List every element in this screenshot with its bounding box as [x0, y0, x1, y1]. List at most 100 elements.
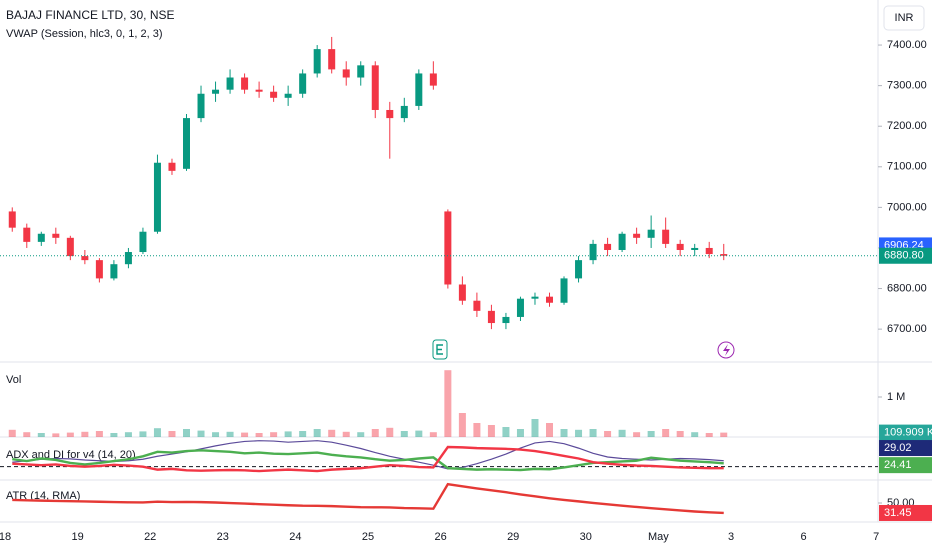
y-tick-label: 7000.00: [887, 201, 927, 213]
indicator-line: [12, 482, 724, 515]
volume-bar: [328, 429, 336, 437]
pane-title: Vol: [6, 374, 21, 386]
price-label: 24.41: [884, 459, 912, 471]
x-tick-label: 22: [144, 531, 156, 543]
y-tick-label: 1 M: [887, 391, 905, 403]
volume-bar: [473, 423, 481, 437]
price-label-box: [879, 440, 932, 457]
price-label: 6880.80: [884, 250, 924, 262]
chart-title: BAJAJ FINANCE LTD, 30, NSE: [6, 8, 175, 22]
volume-bar: [52, 433, 60, 437]
candle-body: [705, 247, 713, 255]
volume-bar: [647, 431, 655, 437]
volume-bar: [531, 419, 539, 437]
candle-body: [241, 77, 249, 90]
candle-body: [487, 310, 495, 324]
candle-body: [604, 243, 612, 250]
indicator-line: [12, 440, 724, 470]
candle-body: [139, 231, 147, 253]
currency-box[interactable]: [883, 5, 925, 31]
volume-bar: [604, 431, 612, 437]
candle-body: [226, 77, 234, 90]
volume-bar: [110, 433, 118, 437]
candle-body: [400, 105, 408, 119]
volume-bar: [226, 431, 234, 437]
price-label: 29.02: [884, 442, 912, 454]
candle-body: [81, 256, 89, 261]
currency[interactable]: INR: [895, 12, 914, 24]
volume-bar: [342, 431, 350, 437]
volume-bar: [502, 427, 510, 437]
volume-bar: [458, 413, 466, 437]
candle-body: [589, 243, 597, 261]
candle-body: [37, 233, 45, 242]
price-label-box: [879, 247, 932, 264]
y-tick-label: 6800.00: [887, 282, 927, 294]
candle-body: [415, 73, 423, 106]
price-label: 109.909 K: [884, 427, 932, 439]
volume-bar: [23, 432, 31, 437]
volume-bar: [516, 429, 524, 437]
volume-bar: [284, 431, 292, 437]
candle-body: [560, 278, 568, 303]
candle-body: [502, 316, 510, 324]
candle-body: [386, 109, 394, 119]
x-tick-label: 29: [507, 531, 519, 543]
x-tick-label: 24: [289, 531, 301, 543]
y-tick-label: 7100.00: [887, 161, 927, 173]
volume-bar: [95, 431, 103, 437]
volume-bar: [212, 432, 220, 437]
y-tick-label: 6700.00: [887, 323, 927, 335]
x-tick-label: 30: [580, 531, 592, 543]
volume-bar: [691, 432, 699, 437]
candle-body: [647, 229, 655, 238]
volume-bar: [662, 429, 670, 437]
candle-body: [618, 233, 626, 250]
volume-bar: [183, 429, 190, 437]
candle-body: [66, 237, 74, 257]
candle-body: [342, 69, 350, 78]
y-tick-label: 7400.00: [887, 39, 927, 51]
volume-bar: [270, 432, 278, 437]
volume-bar: [313, 429, 321, 437]
candle-body: [676, 243, 684, 250]
candle-body: [299, 73, 307, 94]
price-label-box: [879, 424, 932, 441]
volume-bar: [633, 432, 641, 437]
candle-body: [168, 162, 176, 171]
volume-bar: [357, 432, 365, 437]
volume-bar: [66, 432, 74, 437]
price-label-box: [879, 457, 932, 474]
volume-bar: [444, 370, 452, 437]
y-tick-label: 7200.00: [887, 120, 927, 132]
candle-body: [52, 233, 60, 238]
volume-bar: [168, 431, 176, 437]
candle-body: [691, 247, 699, 250]
candle-body: [473, 300, 481, 311]
candle-body: [183, 118, 190, 169]
indicator-line: [12, 445, 724, 473]
earnings-icon[interactable]: [432, 339, 448, 360]
volume-bar: [197, 430, 205, 437]
volume-bar: [299, 431, 307, 437]
volume-bar: [255, 433, 263, 437]
volume-bar: [241, 432, 249, 437]
candle-body: [531, 296, 539, 299]
pane-title: ATR (14, RMA): [6, 490, 80, 502]
volume-bar: [139, 431, 147, 437]
candle-body: [633, 233, 641, 238]
volume-bar: [81, 431, 89, 437]
dividend-icon[interactable]: [717, 341, 735, 359]
candle-body: [95, 260, 103, 279]
candle-body: [429, 73, 437, 86]
candle-body: [255, 89, 263, 92]
candle-body: [662, 229, 670, 244]
candle-body: [575, 260, 583, 279]
candle-body: [212, 89, 220, 94]
volume-bar: [705, 433, 713, 437]
x-tick-label: 25: [362, 531, 374, 543]
volume-bar: [415, 430, 423, 437]
volume-bar: [618, 429, 626, 437]
x-tick-label: 7: [873, 531, 879, 543]
